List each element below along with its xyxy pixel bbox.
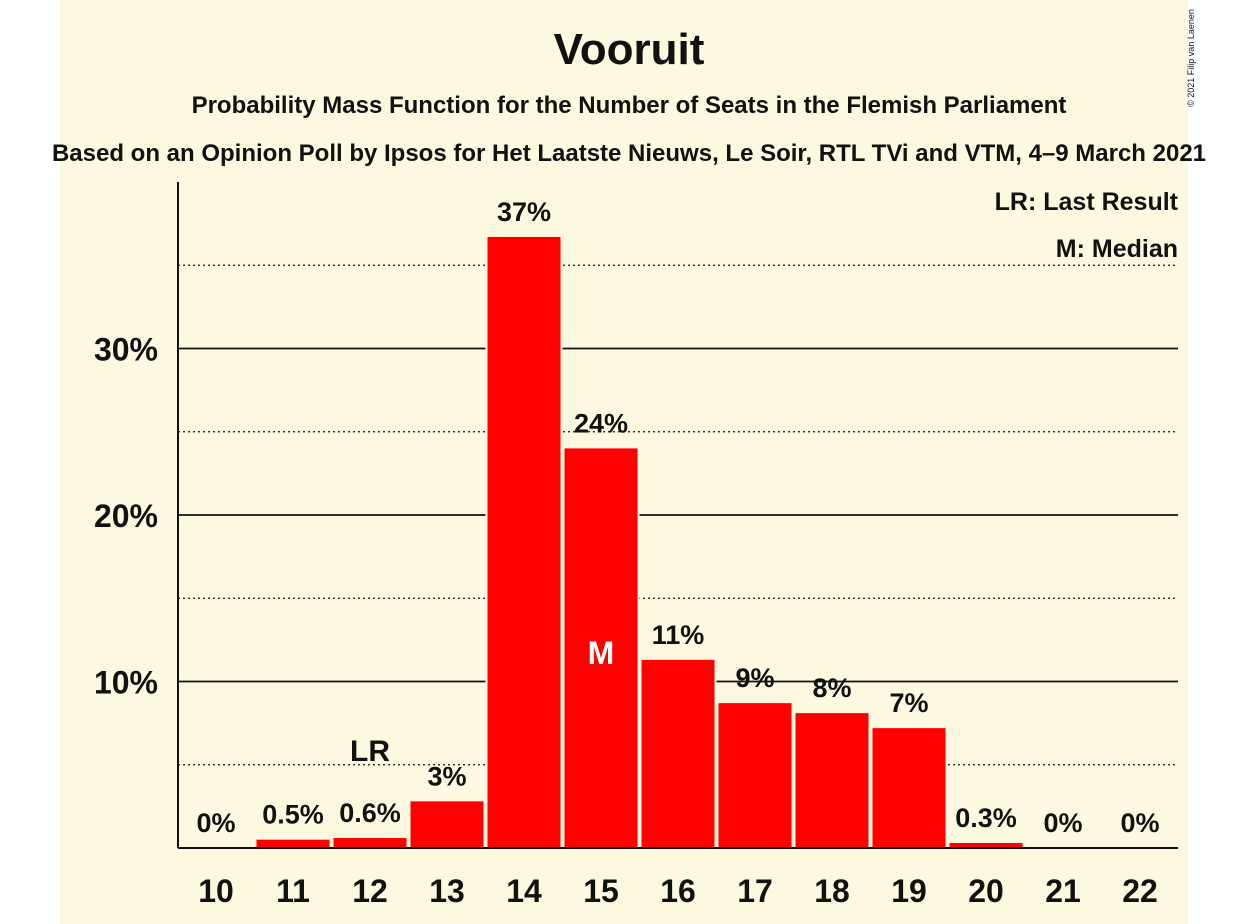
data-label: 0.6% — [339, 798, 401, 828]
labels: 10% 20% 30% 10 0% 11 0.5% 12 0.6% LR 13 3% 14 37% 15 24… — [94, 197, 1160, 909]
y-tick-label: 30% — [94, 332, 158, 368]
bar — [949, 843, 1023, 848]
y-tick-label: 20% — [94, 498, 158, 534]
x-tick-label: 19 — [891, 873, 927, 909]
data-label: 3% — [427, 761, 466, 791]
data-label: 0% — [1120, 808, 1159, 838]
copyright-text: © 2021 Filip van Laenen — [1186, 9, 1196, 107]
bar — [641, 659, 715, 848]
bar — [718, 703, 792, 848]
chart-title: Vooruit — [554, 25, 705, 74]
median-marker: M — [588, 635, 615, 671]
chart-subtitle: Probability Mass Function for the Number… — [192, 92, 1067, 119]
bar — [795, 713, 869, 848]
x-tick-label: 14 — [506, 873, 542, 909]
x-tick-label: 15 — [583, 873, 619, 909]
data-label: 7% — [889, 688, 928, 718]
bar — [256, 839, 330, 848]
x-tick-label: 12 — [352, 873, 388, 909]
x-tick-label: 22 — [1122, 873, 1158, 909]
x-tick-label: 21 — [1045, 873, 1081, 909]
x-tick-label: 11 — [276, 873, 310, 909]
bar — [564, 448, 638, 848]
data-label: 37% — [497, 197, 551, 227]
data-label: 0% — [196, 808, 235, 838]
bar — [872, 728, 946, 848]
x-tick-label: 10 — [198, 873, 234, 909]
x-tick-label: 17 — [737, 873, 773, 909]
bar — [333, 838, 407, 848]
x-tick-label: 13 — [429, 873, 465, 909]
data-label: 0.5% — [262, 800, 324, 830]
bars — [254, 234, 1025, 848]
last-result-marker: LR — [350, 735, 390, 768]
legend-median: M: Median — [1056, 235, 1178, 263]
legend-last-result: LR: Last Result — [995, 188, 1179, 216]
chart-source: Based on an Opinion Poll by Ipsos for He… — [52, 140, 1206, 167]
y-tick-label: 10% — [94, 665, 158, 701]
x-tick-label: 16 — [660, 873, 696, 909]
x-tick-label: 18 — [814, 873, 850, 909]
x-tick-label: 20 — [968, 873, 1004, 909]
data-label: 0% — [1043, 808, 1082, 838]
data-label: 0.3% — [955, 803, 1017, 833]
data-label: 8% — [812, 673, 851, 703]
data-label: 9% — [735, 663, 774, 693]
bar — [410, 801, 484, 848]
data-label: 11% — [652, 620, 705, 650]
data-label: 24% — [574, 408, 628, 438]
bar — [487, 236, 561, 848]
